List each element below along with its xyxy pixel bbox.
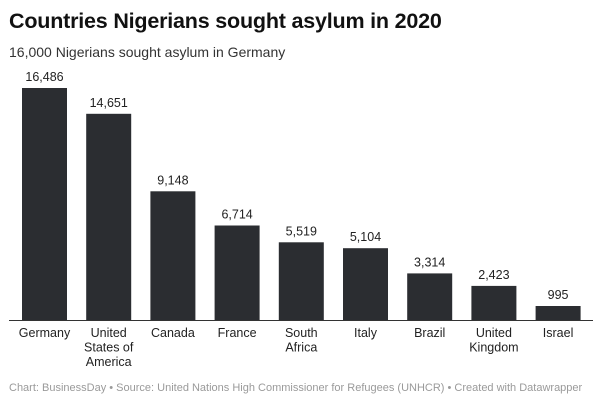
x-tick-label: Kingdom [469,341,518,355]
bar-united-kingdom [471,285,517,320]
value-labels-group: 16,486 14,651 9,148 6,714 5,519 5,104 3,314 2,4… [25,70,568,302]
bars-group [22,88,581,320]
bar-canada [150,191,196,320]
x-tick-label: Africa [285,341,317,355]
bar-germany [22,88,67,320]
chart-footer: Chart: BusinessDay • Source: United Nati… [9,382,583,394]
value-label: 14,651 [90,96,128,110]
value-label: 5,104 [350,230,381,244]
chart-subtitle: 16,000 Nigerians sought asylum in German… [9,44,286,60]
chart-title: Countries Nigerians sought asylum in 202… [9,9,442,33]
value-label: 5,519 [286,224,317,238]
value-label: 3,314 [414,255,445,269]
x-tick-label: America [86,355,132,369]
x-tick-label: United [476,326,512,340]
x-tick-label: Germany [19,326,71,340]
x-tick-label: States of [84,341,134,355]
x-tick-label: Israel [543,326,574,340]
bar-israel [535,306,581,320]
bar-south-africa [278,242,324,320]
x-tick-label: Italy [354,326,378,340]
x-tick-label: France [218,326,257,340]
bar-brazil [407,273,453,320]
bar-united-states-of-america [86,113,132,320]
x-tick-label: United [91,326,127,340]
value-label: 9,148 [157,173,188,187]
value-label: 16,486 [25,70,63,84]
x-tick-label: Brazil [414,326,445,340]
value-label: 995 [548,288,569,302]
x-tick-label: Canada [151,326,195,340]
value-label: 2,423 [478,268,509,282]
value-label: 6,714 [221,208,252,222]
x-tick-label: South [285,326,318,340]
bar-france [214,225,260,320]
bar-italy [343,248,388,320]
